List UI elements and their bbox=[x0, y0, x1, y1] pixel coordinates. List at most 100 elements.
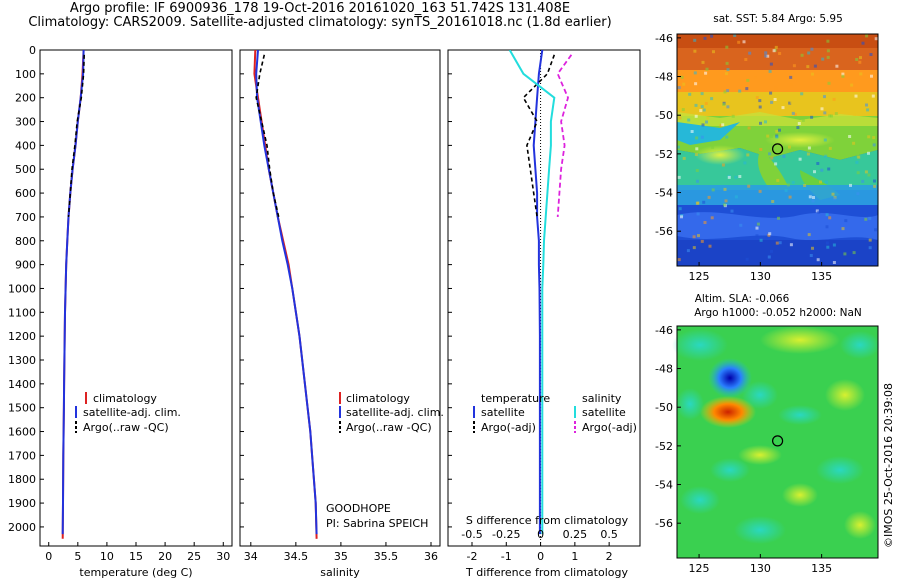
depth-tick-label: 700 bbox=[15, 211, 36, 224]
difference-xlabel: T difference from climatology bbox=[465, 566, 628, 579]
depth-tick-label: 800 bbox=[15, 235, 36, 248]
depth-tick-label: 100 bbox=[15, 68, 36, 81]
legend-label-temp-satellite: satellite bbox=[481, 406, 525, 419]
sla-map-title-line2: Argo h1000: -0.052 h2000: NaN bbox=[694, 307, 862, 319]
s-tick-label: 0.5 bbox=[600, 528, 618, 541]
legend-label-argo: Argo(..raw -QC) bbox=[346, 421, 432, 434]
depth-tick-label: 1300 bbox=[8, 354, 36, 367]
temperature-xlabel: temperature (deg C) bbox=[79, 566, 192, 579]
lat-tick-label: -48 bbox=[655, 363, 673, 376]
lat-tick-label: -54 bbox=[655, 187, 673, 200]
lat-tick-label: -52 bbox=[655, 148, 673, 161]
lat-tick-label: -52 bbox=[655, 440, 673, 453]
x-tick-label: 34.5 bbox=[284, 550, 309, 563]
x-tick-label: 5 bbox=[74, 550, 81, 563]
depth-tick-label: 900 bbox=[15, 259, 36, 272]
lat-tick-label: -56 bbox=[655, 517, 673, 530]
sla-map-frame bbox=[676, 325, 879, 559]
legend-title-temperature: temperature bbox=[481, 392, 550, 405]
lon-tick-label: 135 bbox=[811, 562, 832, 575]
x-tick-label: -1 bbox=[501, 550, 512, 563]
depth-tick-label: 2000 bbox=[8, 521, 36, 534]
lat-tick-label: -46 bbox=[655, 324, 673, 337]
sla-map-title-line1: Altim. SLA: -0.066 bbox=[695, 293, 790, 305]
lat-tick-label: -56 bbox=[655, 225, 673, 238]
lat-tick-label: -50 bbox=[655, 401, 673, 414]
x-tick-label: 10 bbox=[100, 550, 114, 563]
depth-tick-label: 1700 bbox=[8, 449, 36, 462]
legend-label-climatology: climatology bbox=[93, 392, 157, 405]
lat-tick-label: -50 bbox=[655, 109, 673, 122]
x-tick-label: 2 bbox=[606, 550, 613, 563]
legend-label-satellite: satellite-adj. clim. bbox=[346, 406, 444, 419]
legend-label-climatology: climatology bbox=[346, 392, 410, 405]
x-tick-label: 25 bbox=[187, 550, 201, 563]
temperature-panel-frame bbox=[39, 49, 233, 547]
salinity-panel-frame bbox=[239, 49, 441, 547]
series-line-argo-raw-qc- bbox=[67, 54, 85, 217]
x-tick-label: 36 bbox=[424, 550, 438, 563]
series-line-temperature-argo-adj- bbox=[522, 54, 556, 218]
depth-tick-label: 1100 bbox=[8, 306, 36, 319]
s-tick-label: 0 bbox=[537, 528, 544, 541]
lon-tick-label: 125 bbox=[689, 270, 710, 283]
depth-tick-label: 1400 bbox=[8, 378, 36, 391]
series-line-salinity-satellite bbox=[508, 50, 556, 535]
imos-timestamp: ©IMOS 25-Oct-2016 20:39:08 bbox=[882, 382, 895, 548]
depth-tick-label: 1200 bbox=[8, 330, 36, 343]
lat-tick-label: -48 bbox=[655, 71, 673, 84]
series-line-temperature-satellite bbox=[532, 50, 544, 535]
sst-map-title: sat. SST: 5.84 Argo: 5.95 bbox=[713, 13, 843, 25]
lat-tick-label: -46 bbox=[655, 32, 673, 45]
depth-tick-label: 500 bbox=[15, 163, 36, 176]
series-line-salinity-argo-adj- bbox=[556, 54, 573, 217]
depth-tick-label: 300 bbox=[15, 116, 36, 129]
x-tick-label: 35 bbox=[334, 550, 348, 563]
x-tick-label: 35.5 bbox=[374, 550, 399, 563]
lon-tick-label: 130 bbox=[750, 562, 771, 575]
x-tick-label: 34 bbox=[244, 550, 258, 563]
sla-map bbox=[672, 326, 880, 558]
depth-tick-label: 1800 bbox=[8, 473, 36, 486]
argo-position-marker-sst bbox=[771, 143, 784, 155]
depth-tick-label: 1500 bbox=[8, 402, 36, 415]
pi-name: PI: Sabrina SPEICH bbox=[326, 517, 428, 530]
temperature-legend: climatology satellite-adj. clim. Argo(..… bbox=[75, 392, 181, 434]
lon-tick-label: 125 bbox=[689, 562, 710, 575]
depth-tick-label: 0 bbox=[29, 44, 36, 57]
sst-map-frame bbox=[676, 33, 879, 267]
series-line-satellite-adj-clim- bbox=[255, 50, 318, 535]
depth-tick-label: 600 bbox=[15, 187, 36, 200]
lat-tick-label: -54 bbox=[655, 479, 673, 492]
legend-label-argo: Argo(..raw -QC) bbox=[83, 421, 169, 434]
depth-tick-label: 1600 bbox=[8, 426, 36, 439]
difference-panel-frame bbox=[447, 49, 641, 547]
salinity-legend: climatology satellite-adj. clim. Argo(..… bbox=[339, 392, 444, 434]
x-tick-label: 30 bbox=[216, 550, 230, 563]
depth-tick-label: 200 bbox=[15, 92, 36, 105]
legend-label-temp-argo: Argo(-adj) bbox=[481, 421, 536, 434]
legend-label-satellite: satellite-adj. clim. bbox=[83, 406, 181, 419]
s-difference-title: S difference from climatology bbox=[466, 514, 629, 527]
sst-map bbox=[677, 34, 878, 266]
x-tick-label: 1 bbox=[571, 550, 578, 563]
depth-tick-label: 1000 bbox=[8, 282, 36, 295]
argo-position-marker-sla bbox=[771, 435, 784, 447]
project-name: GOODHOPE bbox=[326, 502, 391, 515]
s-tick-label: 0.25 bbox=[563, 528, 588, 541]
difference-legend: temperature salinity satellite Argo(-adj… bbox=[473, 392, 637, 434]
figure-title-line2: Climatology: CARS2009. Satellite-adjuste… bbox=[28, 15, 612, 30]
x-tick-label: 0 bbox=[537, 550, 544, 563]
legend-title-salinity: salinity bbox=[582, 392, 622, 405]
legend-label-sal-satellite: satellite bbox=[582, 406, 626, 419]
salinity-xlabel: salinity bbox=[320, 566, 360, 579]
s-tick-label: -0.5 bbox=[461, 528, 482, 541]
legend-label-sal-argo: Argo(-adj) bbox=[582, 421, 637, 434]
s-tick-label: -0.25 bbox=[492, 528, 520, 541]
x-tick-label: -2 bbox=[467, 550, 478, 563]
depth-tick-label: 1900 bbox=[8, 497, 36, 510]
figure-title-line1: Argo profile: IF 6900936_178 19-Oct-2016… bbox=[69, 1, 571, 16]
lon-tick-label: 130 bbox=[750, 270, 771, 283]
x-tick-label: 0 bbox=[45, 550, 52, 563]
